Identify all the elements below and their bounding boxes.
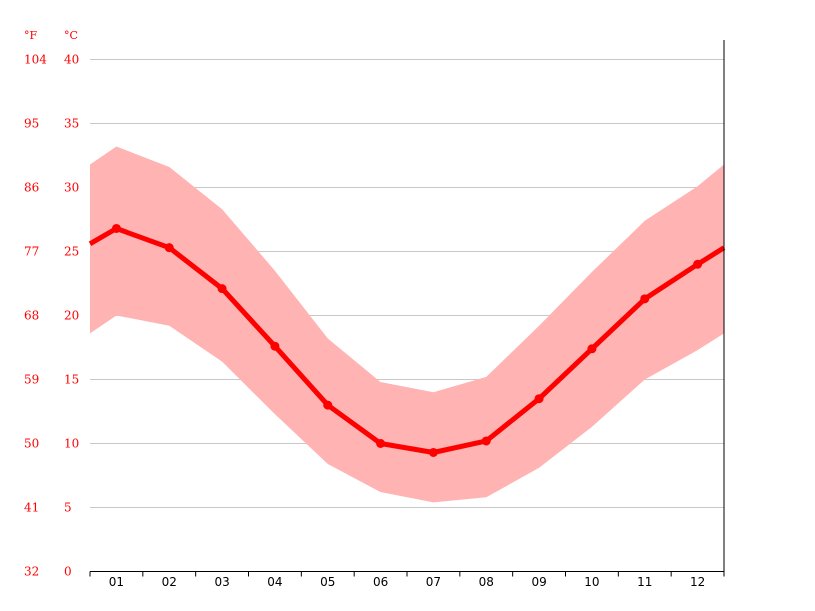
x-tick-label: 07 [426,575,441,589]
mean-point [481,436,491,446]
y-tick-label-c: 10 [64,437,79,451]
mean-point [587,344,597,354]
x-tick-label: 05 [320,575,335,589]
y-tick-label-f: 95 [24,117,39,131]
mean-point [270,341,280,351]
mean-point [428,447,438,457]
mean-points [111,223,703,457]
y-tick-label-c: 25 [64,245,79,259]
y-tick-label-f: 59 [24,373,39,387]
y-tick-label-c: 30 [64,181,79,195]
x-tick-label: 03 [214,575,229,589]
y-tick-label-c: 20 [64,309,79,323]
y-tick-label-c: 0 [64,565,72,579]
x-tick-label: 02 [162,575,177,589]
y-tick-label-f: 41 [24,501,39,515]
x-tick-label: 09 [531,575,546,589]
x-tick-label: 10 [584,575,599,589]
x-tick-label: 04 [267,575,282,589]
tick-labels: 32 0 41 5 50 10 59 15 68 20 77 25 86 30 95 35 104 40 01 02 0… [24,53,705,590]
mean-point [376,439,386,448]
celsius-unit-label: °C [64,29,78,42]
fahrenheit-unit-label: °F [24,29,38,42]
y-tick-label-c: 35 [64,117,79,131]
mean-point [323,400,333,410]
x-tick-label: 11 [637,575,652,589]
mean-point [164,243,174,253]
mean-point [640,294,650,304]
axes [89,40,725,577]
y-tick-label-f: 77 [24,245,39,259]
temperature-range-band [90,146,724,503]
mean-point [111,223,121,233]
y-tick-label-f: 68 [24,309,39,323]
y-tick-label-c: 40 [64,53,79,67]
x-tick-label: 01 [109,575,124,589]
mean-point [217,284,227,294]
y-tick-label-f: 104 [24,53,47,67]
y-tick-label-c: 15 [64,373,79,387]
mean-temperature-line [88,226,726,455]
y-tick-label-f: 50 [24,437,39,451]
y-tick-label-f: 86 [24,181,39,195]
mean-point [534,394,544,404]
x-tick-label: 08 [479,575,494,589]
y-tick-label-f: 32 [24,565,39,579]
x-tick-label: 06 [373,575,388,589]
y-tick-label-c: 5 [64,501,72,515]
mean-point [693,259,703,269]
x-tick-label: 12 [690,575,705,589]
